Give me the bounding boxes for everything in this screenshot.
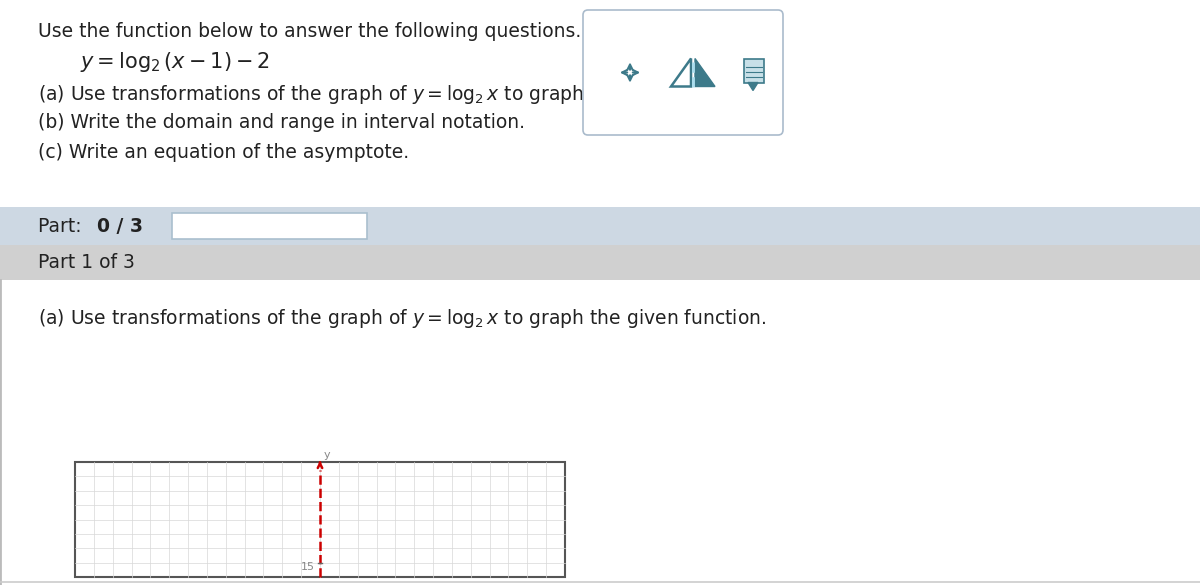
Text: Part 1 of 3: Part 1 of 3 — [38, 253, 134, 272]
Text: y: y — [324, 450, 331, 460]
Bar — [74, 462, 565, 577]
Polygon shape — [748, 82, 758, 91]
Text: 0 / 3: 0 / 3 — [97, 216, 143, 236]
FancyBboxPatch shape — [583, 10, 784, 135]
Bar — [0, 280, 1200, 585]
Bar — [172, 213, 367, 239]
Text: (b) Write the domain and range in interval notation.: (b) Write the domain and range in interv… — [38, 113, 526, 132]
Bar — [0, 207, 1200, 245]
Text: (a) Use transformations of the graph of $y = \log_2 x$ to graph the given functi: (a) Use transformations of the graph of … — [38, 307, 767, 330]
Text: $y = \log_2(x-1)-2$: $y = \log_2(x-1)-2$ — [80, 50, 270, 74]
Text: Part:: Part: — [38, 216, 88, 236]
Polygon shape — [695, 58, 715, 87]
Text: (a) Use transformations of the graph of $y = \log_2 x$ to graph the given functi: (a) Use transformations of the graph of … — [38, 83, 767, 106]
Polygon shape — [744, 58, 764, 82]
Text: (c) Write an equation of the asymptote.: (c) Write an equation of the asymptote. — [38, 143, 409, 162]
Text: Use the function below to answer the following questions.: Use the function below to answer the fol… — [38, 22, 581, 41]
Text: 15: 15 — [301, 562, 314, 572]
Bar — [0, 245, 1200, 280]
